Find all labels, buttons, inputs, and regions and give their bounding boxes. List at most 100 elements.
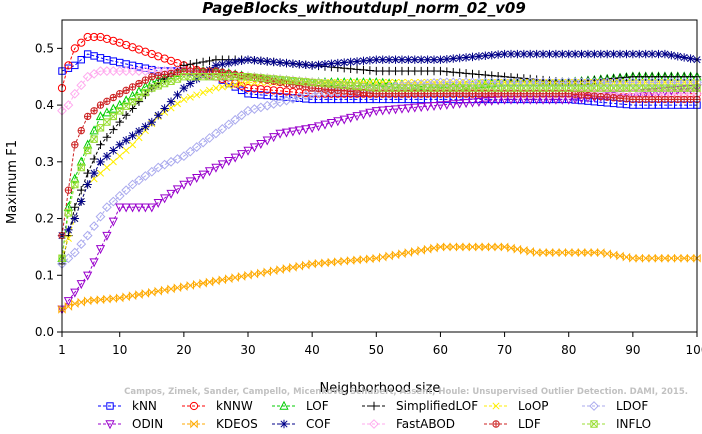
series-line-odin — [61, 87, 698, 310]
x-tick-label: 90 — [625, 343, 640, 357]
y-tick-label: 0.2 — [35, 212, 54, 226]
data-point-cof — [372, 55, 381, 64]
data-point-knnw — [243, 83, 253, 93]
data-point-cof — [641, 49, 650, 59]
data-point-cof — [635, 49, 644, 59]
data-point-odin — [435, 101, 446, 111]
data-point-ldof — [506, 77, 516, 88]
data-point-lof — [76, 156, 86, 166]
data-point-ldof — [531, 77, 542, 88]
data-point-loop — [109, 158, 117, 166]
data-point-ldf — [577, 91, 586, 99]
data-point-kdeos — [558, 248, 567, 257]
data-point-cof — [250, 56, 259, 65]
data-point-ldf — [103, 97, 111, 105]
data-point-cof — [64, 225, 73, 235]
data-point-simplifiedlof — [352, 65, 362, 74]
data-point-odin — [352, 112, 362, 122]
data-point-odin — [140, 203, 151, 213]
data-point-ldof — [223, 119, 234, 130]
data-point-lof — [166, 70, 176, 80]
x-tick-label: 60 — [433, 343, 448, 357]
data-point-cof — [628, 49, 638, 59]
legend-label-ldf: LDF — [518, 417, 541, 431]
data-point-loop — [173, 100, 182, 108]
data-point-kdeos — [603, 249, 611, 259]
data-point-odin — [224, 156, 234, 166]
legend-item-lof: LOF — [272, 399, 329, 413]
data-point-inflo — [122, 102, 130, 110]
data-point-odin — [685, 84, 696, 94]
data-point-ldof — [211, 128, 221, 139]
data-point-kdeos — [520, 245, 528, 255]
data-point-kdeos — [340, 256, 348, 266]
data-point-ldf — [597, 92, 605, 101]
data-point-cof — [359, 56, 368, 66]
data-point-knnw — [77, 38, 86, 47]
data-point-cof — [211, 61, 221, 70]
data-point-lof — [108, 103, 118, 113]
data-point-inflo — [71, 180, 79, 189]
data-point-ldof — [621, 77, 632, 88]
data-point-kdeos — [359, 254, 368, 264]
data-point-fastabod — [82, 71, 93, 82]
x-axis-label: Neighborhood size — [320, 381, 441, 396]
series-inflo — [58, 73, 701, 262]
data-point-knnw — [275, 86, 285, 96]
data-point-simplifiedlof — [493, 71, 503, 81]
data-point-kdeos — [122, 292, 130, 302]
data-point-cof — [141, 122, 150, 131]
data-point-simplifiedlof — [186, 60, 195, 69]
data-point-lof — [512, 77, 523, 87]
data-point-cof — [115, 140, 124, 149]
data-point-cof — [314, 60, 323, 70]
data-point-ldof — [486, 77, 497, 88]
legend-marker-simplifiedlof — [369, 401, 379, 411]
data-point-kdeos — [83, 296, 92, 306]
data-point-odin — [422, 102, 433, 112]
data-point-lof — [499, 77, 510, 87]
data-point-ldof — [121, 185, 132, 196]
data-point-ldf — [122, 86, 130, 94]
data-point-loop — [218, 83, 226, 91]
data-point-ldof — [159, 159, 170, 170]
data-point-cof — [660, 49, 670, 59]
legend-label-odin: ODIN — [132, 417, 163, 431]
data-point-lof — [384, 78, 394, 88]
data-point-cof — [102, 151, 112, 161]
data-point-lof — [365, 77, 375, 87]
data-point-ldof — [454, 77, 465, 88]
data-point-inflo — [167, 77, 175, 85]
data-point-simplifiedlof — [442, 67, 452, 76]
data-point-odin — [390, 105, 401, 115]
data-point-cof — [340, 58, 349, 67]
data-point-odin — [301, 125, 311, 135]
data-point-inflo — [160, 79, 169, 88]
legend-item-cof: COF — [272, 417, 331, 431]
data-point-odin — [378, 106, 388, 116]
data-point-cof — [570, 49, 580, 59]
data-point-ldof — [544, 77, 555, 88]
data-point-cof — [275, 58, 285, 67]
data-point-simplifiedlof — [468, 69, 477, 79]
legend-marker-kdeos — [190, 419, 198, 429]
data-point-ldof — [538, 77, 548, 88]
data-point-lof — [115, 99, 125, 109]
data-point-odin — [76, 280, 86, 290]
data-point-ldf — [154, 71, 162, 80]
data-point-cof — [577, 49, 586, 59]
plot-area — [57, 19, 702, 333]
data-point-loop — [64, 234, 72, 242]
data-point-cof — [583, 49, 593, 59]
legend-marker-ldf — [492, 420, 500, 428]
data-point-cof — [301, 60, 310, 70]
data-point-odin — [127, 203, 138, 213]
data-point-cof — [173, 90, 182, 100]
data-point-loop — [238, 79, 246, 88]
data-point-lof — [519, 77, 529, 87]
data-point-ldof — [82, 230, 93, 241]
data-point-ldf — [77, 126, 85, 135]
data-point-cof — [346, 57, 355, 67]
y-tick-label: 0.3 — [35, 155, 54, 169]
data-point-cof — [506, 49, 516, 59]
